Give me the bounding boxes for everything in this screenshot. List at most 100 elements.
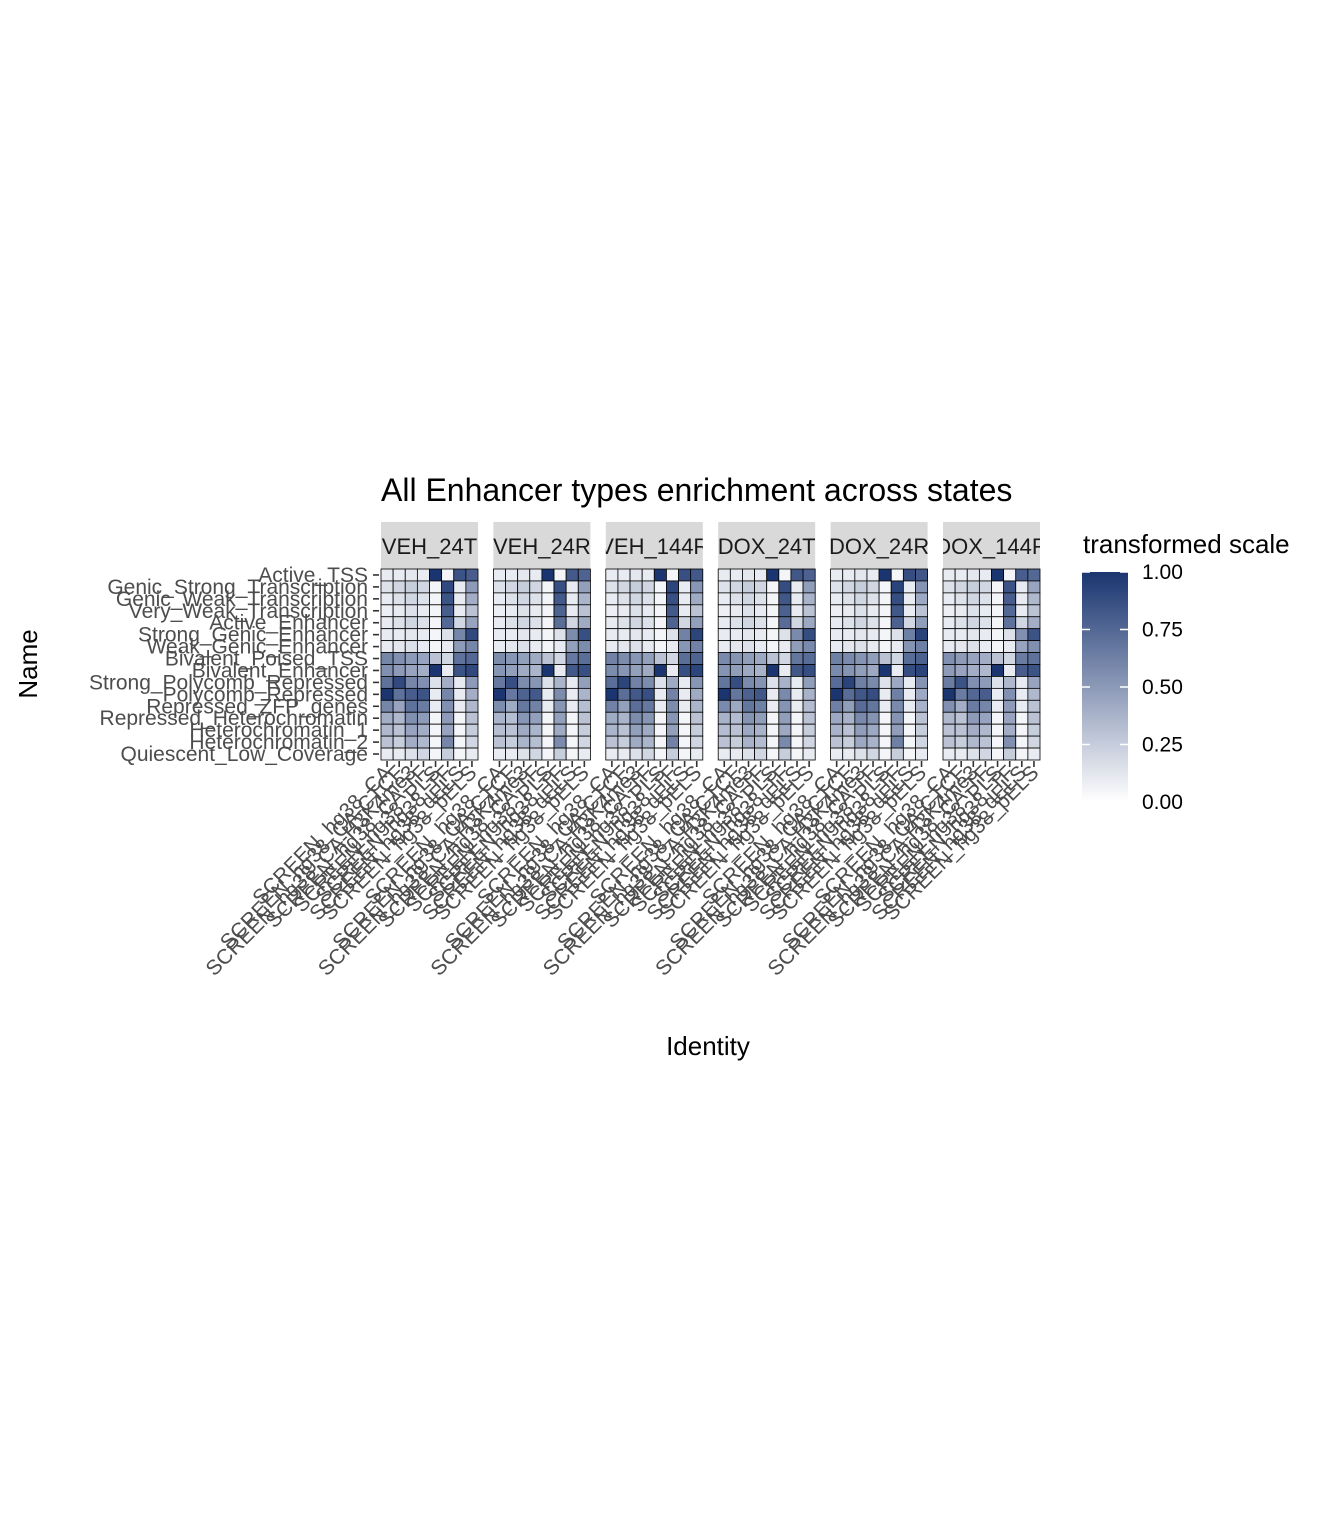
heatmap-cell <box>629 640 643 653</box>
heatmap-cell <box>678 652 692 665</box>
heatmap-cell <box>778 640 792 653</box>
heatmap-cell <box>465 604 479 618</box>
heatmap-cell <box>577 735 591 749</box>
heatmap-cell <box>666 628 679 642</box>
heatmap-cell <box>742 664 755 677</box>
heatmap-cell <box>678 604 692 618</box>
y-tick-label: Weak_Genic_Enhancer <box>147 636 368 659</box>
heatmap-cell <box>690 652 704 665</box>
heatmap-cell <box>915 723 928 737</box>
y-tick-label: Strong_Genic_Enhancer <box>138 624 368 647</box>
heatmap-cell <box>778 652 792 665</box>
heatmap-cell <box>866 711 880 725</box>
heatmap-cell <box>1003 735 1017 749</box>
heatmap-cell <box>404 568 418 582</box>
y-tick-label: Genic_Weak_Transcription <box>116 588 368 611</box>
heatmap-cell <box>954 640 968 653</box>
heatmap-cell <box>766 723 780 737</box>
heatmap-cell <box>729 676 743 689</box>
heatmap-cell <box>966 592 980 606</box>
heatmap-cell <box>854 604 868 618</box>
heatmap-cell <box>830 747 844 761</box>
heatmap-cell <box>1015 723 1029 737</box>
heatmap-cell <box>866 580 880 594</box>
heatmap-cell <box>380 747 394 761</box>
heatmap-cell <box>517 568 531 582</box>
heatmap-cell <box>529 711 543 725</box>
heatmap-cell <box>802 640 816 653</box>
heatmap-cell <box>890 628 904 642</box>
heatmap-cell <box>802 580 816 594</box>
heatmap-cell <box>1027 568 1041 582</box>
heatmap-cell <box>641 676 655 689</box>
heatmap-cell <box>966 628 980 642</box>
heatmap-cell <box>878 652 892 665</box>
heatmap-cell <box>729 747 743 761</box>
heatmap-cell <box>717 628 731 642</box>
heatmap-cell <box>954 711 968 725</box>
heatmap-cell <box>505 604 519 618</box>
heatmap-cell <box>429 628 443 642</box>
heatmap-cell <box>629 699 643 713</box>
facet-strip-label: VEH_144R <box>599 534 709 559</box>
y-tick-label: Active_Enhancer <box>209 612 368 635</box>
heatmap-cell <box>653 711 667 725</box>
y-tick-label: Bivalent_Enhancer <box>192 659 368 682</box>
heatmap-cell <box>778 568 792 582</box>
heatmap-cell <box>529 664 543 677</box>
heatmap-cell <box>1003 664 1017 677</box>
heatmap-cell <box>1015 747 1029 761</box>
heatmap-cell <box>1027 711 1041 725</box>
heatmap-cell <box>717 616 731 630</box>
heatmap-cell <box>380 640 394 653</box>
heatmap-cell <box>666 687 679 701</box>
heatmap-cell <box>404 699 418 713</box>
heatmap-cell <box>404 735 418 749</box>
heatmap-cell <box>842 711 856 725</box>
heatmap-cell <box>854 676 868 689</box>
heatmap-cell <box>416 747 430 761</box>
heatmap-cell <box>617 747 631 761</box>
heatmap-cell <box>690 723 704 737</box>
heatmap-cell <box>392 723 406 737</box>
heatmap-cell <box>690 687 704 701</box>
heatmap-cell <box>902 628 916 642</box>
heatmap-cell <box>842 676 856 689</box>
heatmap-cell <box>517 628 531 642</box>
heatmap-cell <box>790 747 804 761</box>
heatmap-cell <box>754 652 768 665</box>
heatmap-cell <box>666 604 679 618</box>
heatmap-cell <box>766 664 780 677</box>
heatmap-cell <box>1027 735 1041 749</box>
heatmap-cell <box>641 616 655 630</box>
heatmap-cell <box>429 640 443 653</box>
heatmap-cell <box>742 640 755 653</box>
heatmap-cell <box>666 676 679 689</box>
heatmap-cell <box>1015 676 1029 689</box>
heatmap-cell <box>517 676 531 689</box>
heatmap-cell <box>641 580 655 594</box>
heatmap-cell <box>802 735 816 749</box>
heatmap-cell <box>678 616 692 630</box>
heatmap-cell <box>1027 628 1041 642</box>
heatmap-cell <box>830 604 844 618</box>
heatmap-cell <box>429 616 443 630</box>
heatmap-cell <box>830 699 844 713</box>
heatmap-cell <box>441 616 455 630</box>
heatmap-cell <box>392 664 406 677</box>
heatmap-cell <box>653 580 667 594</box>
heatmap-cell <box>902 735 916 749</box>
heatmap-cell <box>404 723 418 737</box>
heatmap-cell <box>1015 699 1029 713</box>
heatmap-cell <box>978 628 992 642</box>
heatmap-cell <box>453 604 467 618</box>
heatmap-cell <box>729 568 743 582</box>
heatmap-cell <box>854 723 868 737</box>
heatmap-cell <box>492 628 506 642</box>
heatmap-cell <box>565 568 579 582</box>
heatmap-cell <box>517 604 531 618</box>
heatmap-cell <box>605 580 619 594</box>
heatmap-cell <box>553 676 567 689</box>
heatmap-cell <box>392 580 406 594</box>
